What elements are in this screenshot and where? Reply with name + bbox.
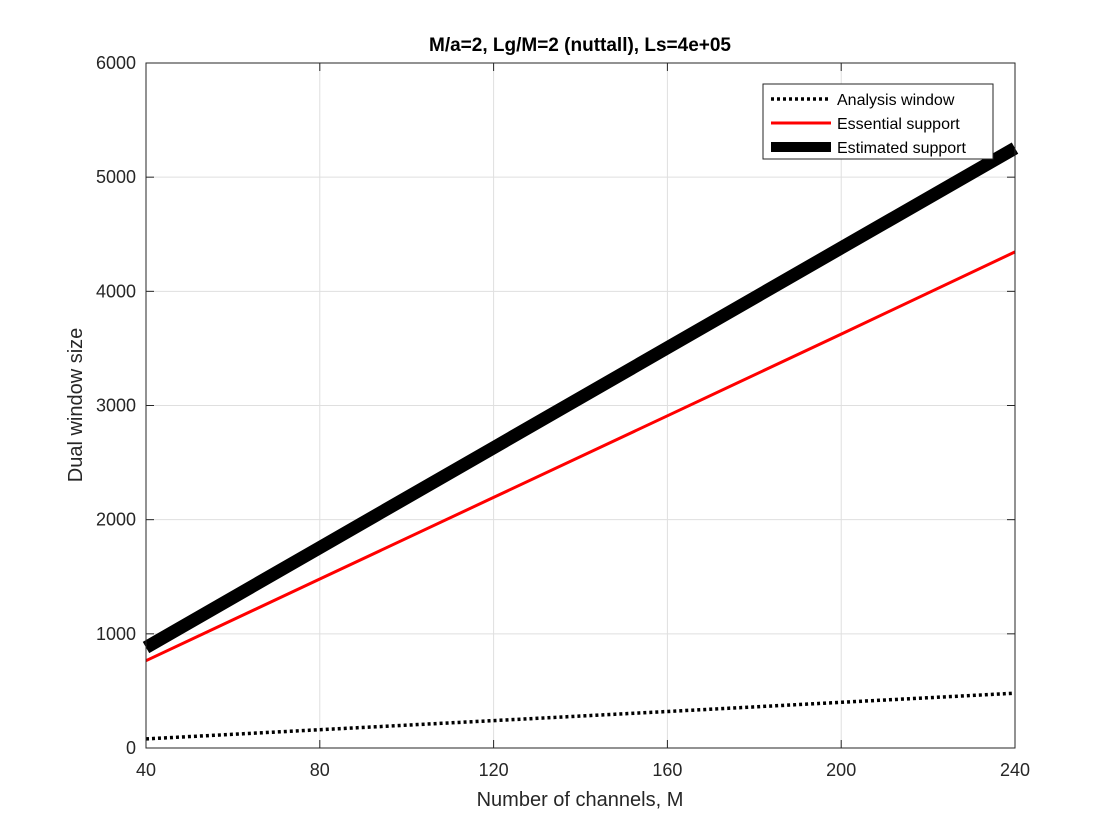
series-line-estimated-support <box>142 142 1019 654</box>
legend: Analysis window Essential support Estimate… <box>762 83 994 160</box>
legend-label-essential-support: Essential support <box>837 116 960 133</box>
x-tick-label: 80 <box>310 760 330 780</box>
legend-items: Analysis window Essential support Estimate… <box>771 92 967 157</box>
y-tick-label: 0 <box>126 738 136 758</box>
y-tick-label: 1000 <box>96 624 136 644</box>
y-tick-label: 4000 <box>96 281 136 301</box>
series-line-analysis-window <box>145 691 1016 741</box>
series-layer <box>142 142 1019 741</box>
x-tick-label: 120 <box>479 760 509 780</box>
legend-label-analysis-window: Analysis window <box>837 92 955 109</box>
y-tick-label: 5000 <box>96 167 136 187</box>
y-axis-label: Dual window size <box>65 328 87 483</box>
series-line-essential-support <box>145 250 1016 663</box>
x-tick-label: 40 <box>136 760 156 780</box>
x-tick-label: 160 <box>652 760 682 780</box>
x-tick-label: 200 <box>826 760 856 780</box>
y-tick-label: 3000 <box>96 396 136 416</box>
legend-label-estimated-support: Estimated support <box>837 140 967 157</box>
y-tick-label: 2000 <box>96 510 136 530</box>
x-tick-label: 240 <box>1000 760 1030 780</box>
ticks: 40 80 120 160 200 240 0 1000 2000 3000 4000 5000 600… <box>96 53 1030 780</box>
y-tick-label: 6000 <box>96 53 136 73</box>
grid <box>146 63 1015 748</box>
x-axis-label: Number of channels, M <box>477 789 684 811</box>
chart-title: M/a=2, Lg/M=2 (nuttall), Ls=4e+05 <box>429 35 731 56</box>
